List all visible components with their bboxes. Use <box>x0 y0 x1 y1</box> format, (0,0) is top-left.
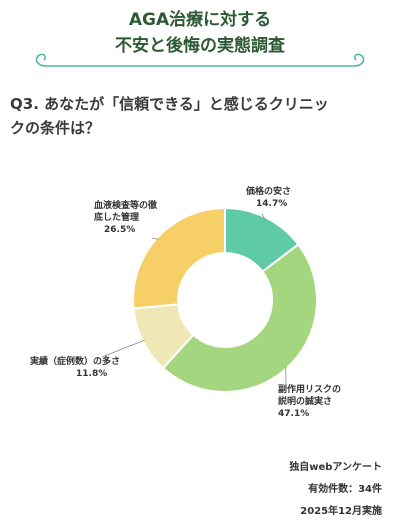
slice-label-value: 14.7% <box>256 199 288 209</box>
footer-count: 有効件数：34件 <box>308 484 382 495</box>
question-line-2: クの条件は？ <box>10 119 101 137</box>
ornament-curl-right <box>353 53 365 67</box>
donut-hole <box>179 254 271 346</box>
slice-label-text-1: 副作用リスクの <box>278 385 342 395</box>
slice-label-track-record: 実績（症例数）の多さ 11.8% <box>30 356 120 380</box>
slice-blood-test-management <box>132 206 226 310</box>
slice-label-blood-test-management: 血液検査等の徹 底した管理 26.5% <box>94 200 157 236</box>
page-title-line-1: AGA治療に対する <box>128 10 272 30</box>
slice-label-text: 実績（症例数）の多さ <box>30 357 121 367</box>
slice-label-value: 26.5% <box>104 225 136 235</box>
ornament-curl-left <box>35 53 47 67</box>
slice-label-text-2: 説明の誠実さ <box>278 397 333 407</box>
slice-label-value: 47.1% <box>278 409 310 419</box>
page-title-line-2: 不安と後悔の実態調査 <box>115 36 285 56</box>
slice-side-effect-explanation <box>161 243 318 393</box>
slice-label-text: 価格の安さ <box>246 187 292 197</box>
slice-label-text-1: 血液検査等の徹 <box>94 201 158 211</box>
question-line-1: Q3. あなたが「信頼できる」と感じるクリニッ <box>10 95 329 113</box>
leader-line <box>151 237 159 240</box>
footer-date: 2025年12月実施 <box>300 506 382 517</box>
question-text: Q3. あなたが「信頼できる」と感じるクリニッ クの条件は？ <box>10 92 390 140</box>
slice-label-text-2: 底した管理 <box>94 213 140 223</box>
donut-slices <box>132 206 318 393</box>
title-ornament <box>35 53 365 67</box>
leader-lines <box>101 213 287 387</box>
slice-label-value: 11.8% <box>76 369 108 379</box>
slice-label-side-effect-explanation: 副作用リスクの 説明の誠実さ 47.1% <box>278 384 341 420</box>
leader-line <box>101 339 145 358</box>
leader-line <box>261 213 266 220</box>
slice-label-price: 価格の安さ 14.7% <box>246 186 291 210</box>
footer-source: 独自webアンケート <box>289 462 382 473</box>
